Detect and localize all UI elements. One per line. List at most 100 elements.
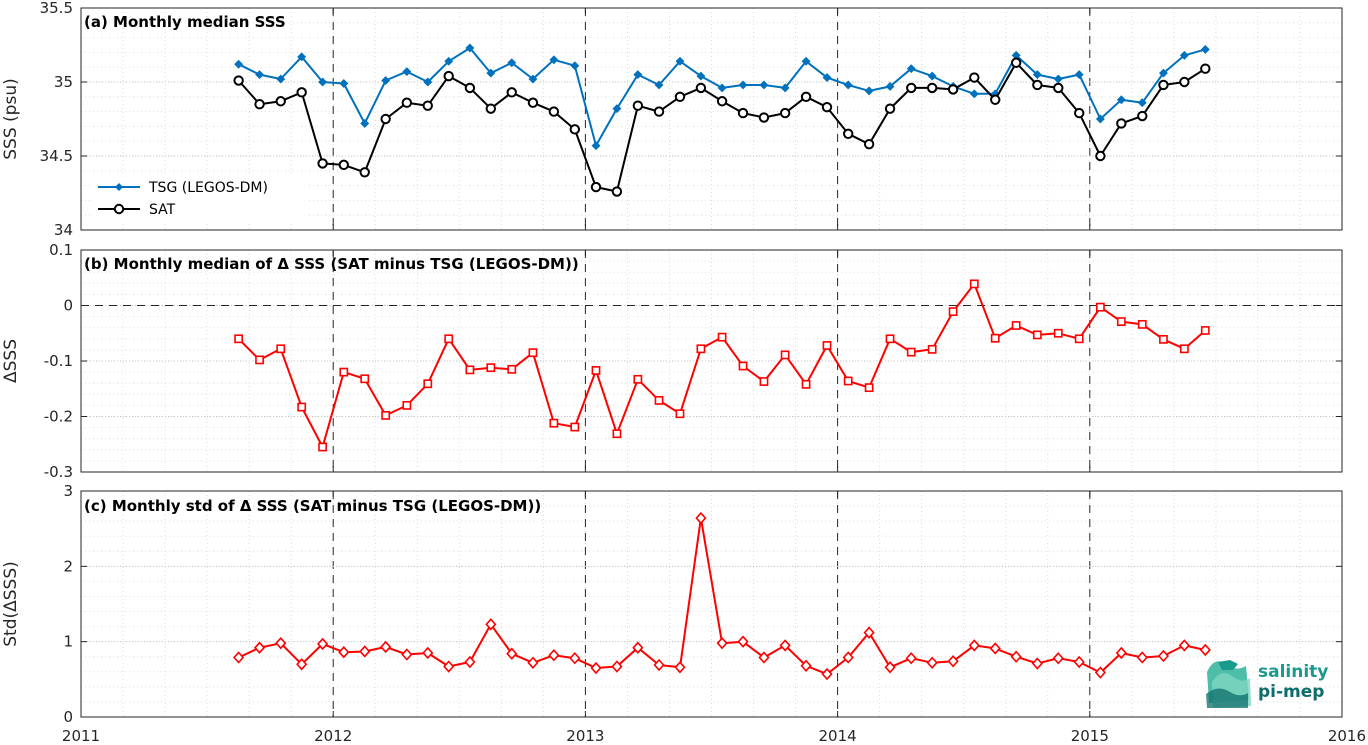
data-point — [927, 344, 937, 354]
legend-a: TSG (LEGOS-DM) SAT — [92, 176, 306, 222]
data-point — [654, 80, 664, 90]
data-point — [863, 138, 875, 150]
data-point — [253, 641, 266, 654]
data-point — [947, 84, 959, 95]
x-tick-label: 2015 — [1071, 727, 1109, 745]
data-point — [402, 400, 412, 410]
data-point — [1074, 334, 1084, 344]
data-point — [401, 648, 413, 661]
data-point — [822, 73, 832, 83]
data-point — [1137, 319, 1147, 329]
data-point — [528, 348, 538, 358]
data-point — [1074, 70, 1084, 80]
data-point — [1136, 651, 1148, 664]
data-point — [423, 379, 433, 389]
data-point — [1199, 643, 1211, 657]
data-point — [653, 658, 665, 672]
data-point — [1010, 650, 1022, 663]
data-point — [1032, 70, 1042, 80]
data-point — [1137, 110, 1148, 122]
ticks-c: 0 1 2 3 2011 2012 2013 2014 2015 2016 — [62, 482, 1366, 745]
data-point — [864, 86, 874, 96]
data-point — [506, 647, 518, 660]
data-point — [1158, 79, 1169, 91]
data-point — [611, 660, 623, 673]
data-point — [401, 97, 413, 108]
data-point — [464, 655, 476, 669]
data-point — [296, 87, 307, 98]
data-point — [696, 344, 706, 354]
grid-b — [80, 249, 1343, 473]
data-point — [801, 379, 811, 389]
data-point — [339, 78, 349, 89]
data-point — [1159, 334, 1168, 344]
data-point — [821, 667, 833, 681]
data-point — [779, 639, 791, 652]
data-point — [234, 59, 244, 69]
data-point — [569, 124, 581, 135]
data-point — [969, 89, 979, 99]
data-point — [758, 651, 770, 664]
data-point — [275, 96, 286, 107]
data-point — [443, 660, 455, 673]
panel-b: -0.3 -0.2 -0.1 0 0.1 (b) Monthly median of Δ… — [1, 241, 1343, 481]
data-point — [612, 104, 622, 114]
data-point — [233, 651, 245, 664]
data-point — [485, 618, 497, 631]
data-point — [359, 167, 370, 178]
data-point — [318, 77, 328, 87]
x-tick-label: 2012 — [314, 727, 352, 745]
data-point — [906, 64, 916, 74]
data-point — [1053, 82, 1064, 94]
data-point — [1032, 330, 1042, 340]
legend-marker-tsg — [115, 183, 123, 191]
data-point — [1116, 118, 1127, 129]
x-tick-label: 2013 — [566, 727, 604, 745]
y-tick-label: 34.5 — [40, 147, 73, 165]
data-point — [528, 74, 538, 84]
data-point — [570, 422, 580, 432]
data-point — [317, 637, 329, 651]
data-point — [990, 333, 1000, 343]
data-point — [402, 67, 412, 77]
data-point — [549, 55, 559, 65]
data-point — [443, 70, 454, 82]
data-point — [255, 355, 264, 365]
y-tick-label: 2 — [63, 557, 73, 575]
data-point — [821, 101, 833, 113]
series-c — [233, 511, 1211, 681]
data-point — [801, 56, 811, 66]
data-point — [591, 366, 601, 375]
legend-box — [92, 176, 306, 222]
data-point — [633, 70, 643, 80]
ticks-a: 34 34.5 35 35.5 — [40, 0, 1343, 239]
data-point — [1053, 328, 1063, 338]
data-point — [779, 107, 791, 119]
data-point — [254, 99, 265, 110]
data-point — [1158, 68, 1168, 78]
data-point — [317, 158, 328, 169]
data-point — [675, 56, 685, 66]
y-tick-label: 1 — [63, 633, 73, 651]
data-point — [527, 97, 539, 108]
data-point — [444, 334, 454, 344]
data-point — [947, 655, 959, 668]
data-point — [276, 74, 286, 84]
y-axis-label-c: Std(ΔSSS) — [1, 561, 21, 647]
data-point — [359, 645, 371, 658]
logo-wave-icon-4 — [1218, 660, 1238, 670]
data-point — [926, 82, 938, 94]
data-point — [716, 96, 728, 107]
data-point — [738, 80, 748, 90]
data-point — [654, 396, 664, 405]
data-point — [464, 82, 476, 94]
data-point — [884, 661, 896, 674]
data-point — [296, 658, 308, 671]
series-line — [237, 282, 1206, 448]
y-axis-label-b: ΔSSS — [1, 339, 21, 383]
data-point — [507, 364, 517, 374]
data-point — [759, 377, 769, 386]
data-point — [297, 402, 307, 412]
data-point — [1116, 95, 1126, 105]
